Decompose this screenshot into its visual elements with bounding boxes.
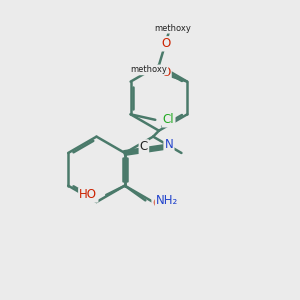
Text: O: O	[153, 197, 163, 210]
Text: N: N	[165, 137, 173, 151]
Text: NH₂: NH₂	[156, 194, 178, 207]
Text: Cl: Cl	[163, 113, 174, 126]
Text: methoxy: methoxy	[154, 24, 191, 33]
Text: HO: HO	[79, 188, 97, 202]
Text: methoxy: methoxy	[130, 65, 167, 74]
Text: O: O	[161, 37, 171, 50]
Text: O: O	[161, 66, 171, 79]
Text: C: C	[140, 140, 148, 153]
